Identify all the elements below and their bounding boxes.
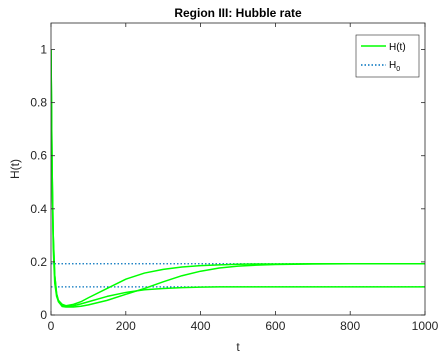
- y-tick-label: 0.8: [30, 96, 47, 110]
- y-tick-label: 0.2: [30, 255, 47, 269]
- x-tick-label: 400: [191, 319, 211, 333]
- x-tick-label: 0: [48, 319, 55, 333]
- x-tick-label: 600: [265, 319, 285, 333]
- legend-label-h0: H0: [389, 60, 400, 73]
- reference-lines: [51, 263, 425, 288]
- chart-title: Region III: Hubble rate: [174, 6, 302, 20]
- legend-label-h: H(t): [389, 42, 406, 53]
- x-tick-label: 800: [340, 319, 360, 333]
- y-axis-label: H(t): [8, 159, 22, 179]
- legend-label-h0-sub: 0: [396, 66, 400, 73]
- series-line-2: [51, 49, 425, 308]
- series-line-3: [51, 49, 425, 307]
- x-axis: 0 200 400 600 800 1000: [48, 23, 439, 333]
- legend: H(t) H0: [355, 34, 420, 78]
- x-axis-label: t: [236, 340, 240, 354]
- y-axis: 0 0.2 0.4 0.6 0.8 1: [30, 43, 425, 322]
- series-line-1: [51, 49, 425, 307]
- y-tick-label: 1: [40, 43, 47, 57]
- legend-box: [355, 34, 420, 78]
- x-tick-label: 200: [116, 319, 136, 333]
- y-tick-label: 0.6: [30, 149, 47, 163]
- y-tick-label: 0.4: [30, 202, 47, 216]
- y-tick-label: 0: [40, 308, 47, 322]
- legend-label-h0-main: H: [389, 60, 396, 71]
- data-series: [51, 49, 425, 308]
- plot-frame: [50, 22, 426, 316]
- x-tick-label: 1000: [412, 319, 439, 333]
